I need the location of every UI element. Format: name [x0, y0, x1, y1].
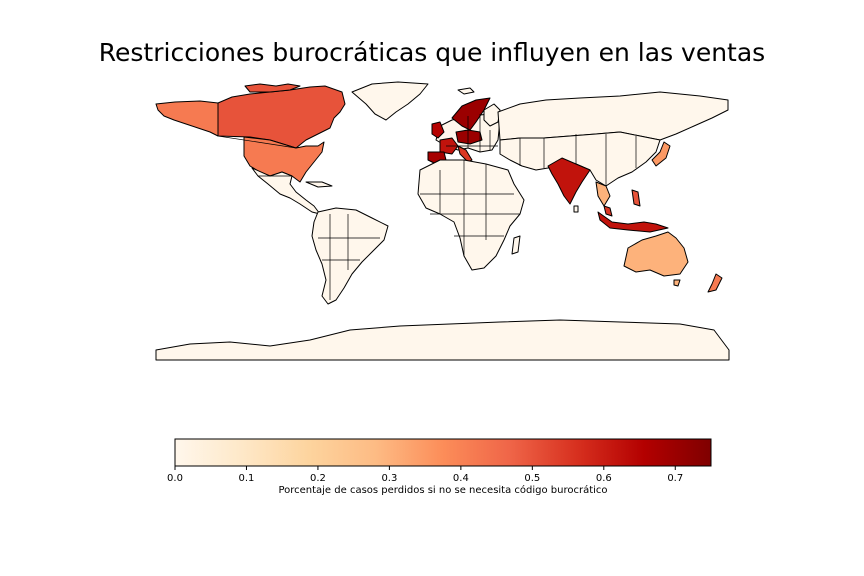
region-antarctica[interactable] — [155, 319, 730, 361]
region-finland[interactable] — [483, 103, 501, 127]
colorbar-tick-label: 0.7 — [667, 473, 683, 484]
region-japan[interactable] — [651, 141, 671, 167]
region-greenland[interactable] — [351, 81, 429, 121]
colorbar-tick-label: 0.5 — [524, 473, 540, 484]
region-tasmania[interactable] — [673, 279, 681, 287]
colorbar-tick-label: 0.2 — [310, 473, 326, 484]
colorbar-tick-label: 0.1 — [239, 473, 255, 484]
region-india[interactable] — [547, 157, 591, 205]
region-mexico[interactable] — [251, 167, 321, 215]
region-australia[interactable] — [623, 231, 689, 277]
map-regions — [155, 81, 730, 361]
colorbar-ticks: 0.0 0.1 0.2 0.3 0.4 0.5 0.6 0.7 — [167, 466, 683, 484]
colorbar-tick-label: 0.4 — [453, 473, 469, 484]
region-alaska[interactable] — [155, 100, 219, 137]
region-indonesia[interactable] — [597, 211, 669, 233]
region-south-america[interactable] — [311, 207, 389, 305]
region-canada-islands[interactable] — [244, 83, 301, 93]
colorbar: 0.0 0.1 0.2 0.3 0.4 0.5 0.6 0.7 — [167, 438, 712, 484]
chart-title: Restricciones burocráticas que influyen … — [98, 38, 766, 67]
region-malaysia[interactable] — [603, 205, 613, 217]
colorbar-gradient — [174, 438, 712, 467]
region-thailand[interactable] — [595, 181, 611, 207]
region-new-zealand[interactable] — [707, 273, 723, 293]
country-borders — [217, 114, 637, 300]
region-united-kingdom[interactable] — [431, 121, 445, 139]
region-asia[interactable] — [499, 131, 661, 187]
colorbar-tick-label: 0.0 — [167, 473, 183, 484]
colorbar-tick-label: 0.6 — [596, 473, 612, 484]
region-africa[interactable] — [417, 159, 525, 271]
region-philippines[interactable] — [631, 189, 641, 207]
region-sri-lanka[interactable] — [573, 205, 579, 213]
colorbar-tick-label: 0.3 — [381, 473, 397, 484]
region-madagascar[interactable] — [511, 235, 521, 255]
region-iceland[interactable] — [457, 87, 475, 95]
region-cuba[interactable] — [305, 181, 333, 188]
colorbar-label: Porcentaje de casos perdidos si no se ne… — [278, 485, 608, 496]
